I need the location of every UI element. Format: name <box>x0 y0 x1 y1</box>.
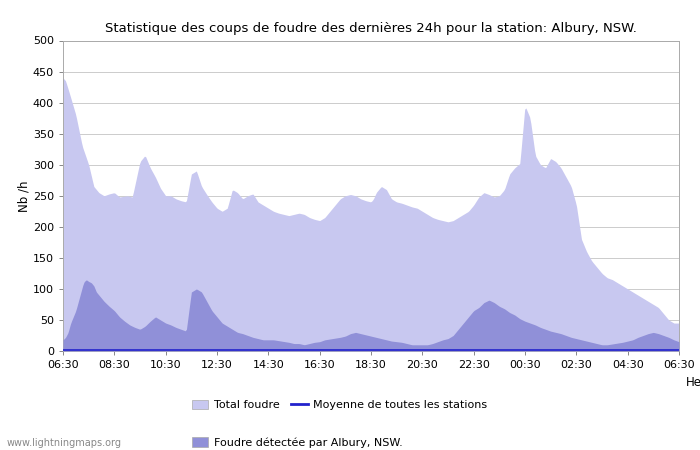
Y-axis label: Nb /h: Nb /h <box>17 180 30 211</box>
Legend: Foudre détectée par Albury, NSW.: Foudre détectée par Albury, NSW. <box>192 437 402 448</box>
Text: www.lightningmaps.org: www.lightningmaps.org <box>7 438 122 448</box>
Text: Heure: Heure <box>686 376 700 389</box>
Title: Statistique des coups de foudre des dernières 24h pour la station: Albury, NSW.: Statistique des coups de foudre des dern… <box>105 22 637 35</box>
